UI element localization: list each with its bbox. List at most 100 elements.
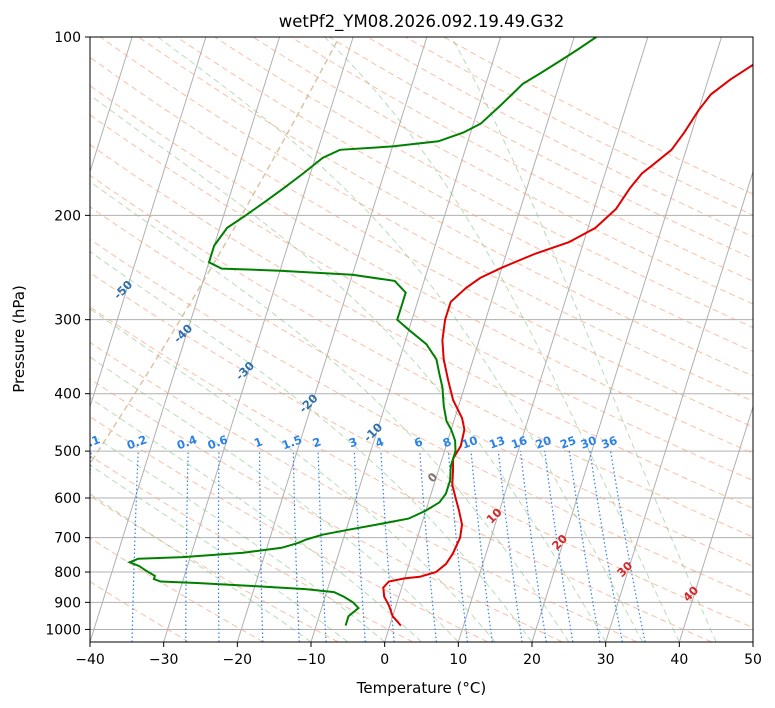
dry-adiabat-line: [90, 238, 753, 598]
isotherm-line: [236, 37, 428, 642]
dry-adiabat-label: -60: [50, 236, 75, 261]
mixing-ratio-label: 10: [460, 433, 480, 452]
dry-adiabat-label: 10: [484, 505, 505, 526]
x-tick-label: 50: [744, 652, 762, 668]
y-tick-label: 100: [54, 30, 81, 46]
mixing-ratio-label: 0.1: [78, 432, 102, 452]
moist-adiabat-line: [90, 250, 533, 642]
mixing-ratio-line: [610, 451, 646, 642]
y-tick-label: 300: [54, 313, 81, 329]
mixing-ratio-label: 1: [252, 434, 264, 450]
dry-adiabat-label: 30: [614, 559, 635, 580]
mixing-ratio-line: [317, 451, 327, 642]
dewpoint-profile-line: [127, 37, 597, 626]
dry-adiabat-label: -30: [233, 359, 258, 384]
mixing-ratio-label: 6: [412, 434, 424, 450]
y-axis: 100 200 300 400 500 600 700 800 900 1000: [45, 30, 90, 638]
y-tick-label: 400: [54, 387, 81, 403]
dry-adiabat-line: [90, 581, 190, 642]
mixing-ratio-line: [447, 451, 469, 642]
mixing-ratio-line: [185, 451, 189, 642]
mixing-ratio-label: 20: [533, 433, 553, 452]
dry-adiabat-line: [90, 174, 753, 538]
mixing-ratio-label: 1.5: [280, 432, 304, 452]
dry-adiabat-label: 20: [549, 531, 570, 552]
mixing-ratio-label: 0.4: [175, 432, 199, 452]
x-tick-label: −30: [149, 652, 179, 668]
mixing-ratio-label: 2: [311, 434, 323, 450]
mixing-ratio-line: [497, 451, 523, 642]
mixing-ratio-label: 13: [487, 433, 507, 452]
isotherm-line: [0, 37, 59, 642]
dry-adiabat-line: [367, 37, 753, 238]
dry-adiabat-line: [176, 37, 753, 353]
mixing-ratio-label: 30: [579, 433, 599, 452]
isotherm-line: [605, 170, 753, 642]
y-tick-label: 800: [54, 565, 81, 581]
isotherm-line: [90, 37, 280, 642]
y-tick-label: 1000: [45, 622, 81, 638]
moist-adiabat-line: [90, 181, 570, 642]
dry-adiabat-line: [214, 37, 753, 329]
mixing-ratio-line: [470, 451, 493, 642]
x-tick-label: −40: [75, 652, 105, 668]
isotherm-line: [531, 37, 722, 642]
dry-adiabat-line: [90, 306, 712, 642]
x-axis-title: Temperature (°C): [356, 679, 486, 697]
isotherm-line: [752, 640, 753, 642]
mixing-ratio-line: [217, 451, 220, 642]
y-tick-label: 900: [54, 595, 81, 611]
y-tick-label: 700: [54, 531, 81, 547]
moist-adiabat-line: [90, 94, 607, 642]
dry-adiabat-line: [90, 416, 488, 642]
dry-adiabat-label: -40: [171, 321, 196, 346]
dry-adiabat-line: [90, 206, 753, 567]
moist-adiabat-line: [324, 37, 680, 642]
mixing-ratio-label: 8: [441, 434, 453, 450]
mixing-ratio-line: [519, 451, 547, 642]
dry-adiabat-line: [138, 37, 753, 377]
plot-background-lines: [0, 37, 753, 642]
moist-adiabat-line: [90, 464, 349, 642]
isotherm-line: [90, 37, 207, 409]
moist-adiabat-line: [90, 356, 459, 642]
dry-adiabat-line: [90, 144, 753, 509]
moist-adiabat-line: [90, 432, 386, 642]
moist-adiabat-line: [90, 397, 422, 642]
mixing-ratio-line: [259, 451, 264, 642]
dry-adiabat-line: [90, 114, 753, 482]
y-tick-label: 200: [54, 208, 81, 224]
moist-adiabat-line: [90, 493, 312, 642]
mixing-ratio-label: 36: [599, 433, 619, 452]
x-tick-label: −20: [223, 652, 253, 668]
mixing-ratio-line: [544, 451, 574, 642]
mixing-ratio-label: 25: [558, 433, 578, 452]
y-tick-label: 500: [54, 444, 81, 460]
dry-adiabat-line: [90, 56, 753, 428]
moist-adiabat-line: [157, 37, 643, 642]
isotherm-line: [384, 37, 575, 642]
dry-adiabat-line: [290, 37, 753, 282]
chart-title: wetPf2_YM08.2026.092.19.49.G32: [279, 12, 564, 32]
dry-adiabat-line: [90, 85, 753, 454]
x-axis: −40 −30 −20 −10 0 10 20 30 40 50: [75, 642, 762, 668]
dry-adiabat-line: [90, 455, 414, 642]
x-tick-label: 20: [523, 652, 541, 668]
dry-adiabat-line: [90, 378, 563, 642]
moist-adiabat-line: [451, 37, 717, 642]
mixing-ratio-line: [292, 451, 300, 642]
mixing-ratio-label: 3: [347, 434, 359, 450]
mixing-ratio-label: 16: [509, 433, 529, 452]
line-label-layer: 0.10.20.40.611.52346810131620253036-100-…: [0, 187, 701, 604]
x-tick-label: 0: [380, 652, 389, 668]
dry-adiabat-line: [252, 37, 753, 305]
isotherm-line: [678, 405, 753, 642]
dry-adiabat-label: -70: [0, 187, 16, 212]
reference-curve: [90, 37, 340, 465]
mixing-ratio-label: 0.6: [206, 432, 230, 452]
x-tick-label: 40: [670, 652, 688, 668]
temperature-profile-line: [382, 63, 753, 627]
dry-adiabat-line: [90, 537, 264, 642]
dry-adiabat-label: -20: [296, 391, 321, 416]
